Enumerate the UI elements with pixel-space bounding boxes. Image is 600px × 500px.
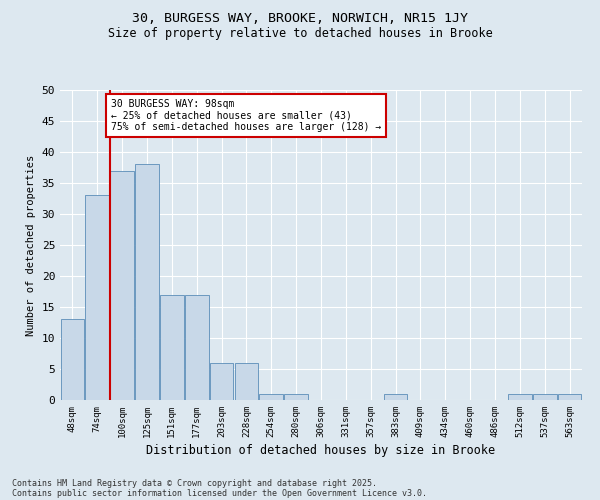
Bar [558,394,581,400]
Bar [259,394,283,400]
Bar [508,394,532,400]
Text: Size of property relative to detached houses in Brooke: Size of property relative to detached ho… [107,28,493,40]
Bar [185,294,209,400]
Bar [384,394,407,400]
Bar [533,394,557,400]
Bar [284,394,308,400]
Text: 30 BURGESS WAY: 98sqm
← 25% of detached houses are smaller (43)
75% of semi-deta: 30 BURGESS WAY: 98sqm ← 25% of detached … [111,100,381,132]
Bar [110,170,134,400]
Text: 30, BURGESS WAY, BROOKE, NORWICH, NR15 1JY: 30, BURGESS WAY, BROOKE, NORWICH, NR15 1… [132,12,468,26]
X-axis label: Distribution of detached houses by size in Brooke: Distribution of detached houses by size … [146,444,496,457]
Y-axis label: Number of detached properties: Number of detached properties [26,154,36,336]
Bar [135,164,159,400]
Bar [85,196,109,400]
Bar [235,363,258,400]
Text: Contains HM Land Registry data © Crown copyright and database right 2025.: Contains HM Land Registry data © Crown c… [12,478,377,488]
Bar [61,320,84,400]
Text: Contains public sector information licensed under the Open Government Licence v3: Contains public sector information licen… [12,488,427,498]
Bar [160,294,184,400]
Bar [210,363,233,400]
